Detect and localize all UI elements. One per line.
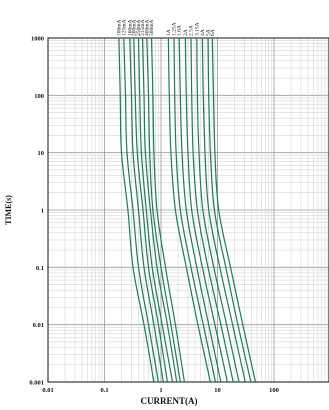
- curve-label-500ma: 500mA: [149, 19, 155, 36]
- y-tick-label: 100: [34, 93, 44, 100]
- curve-label-250ma: 250mA: [136, 19, 142, 36]
- x-tick-label: 100: [269, 387, 279, 394]
- curve-1-25a: [173, 37, 217, 383]
- curve-label-200ma: 200mA: [131, 19, 137, 36]
- curve-series: [118, 37, 257, 383]
- curve-6a: [211, 37, 257, 383]
- y-tick-label: 0.1: [36, 265, 44, 272]
- y-tick-label: 0.01: [33, 322, 44, 329]
- curve-label-4a: 4A: [200, 29, 206, 36]
- curve-160ma: [129, 37, 164, 383]
- y-tick-labels: 0.001 0.01 0.1 1 10 100 1000: [29, 36, 44, 387]
- y-tick-label: 10: [38, 150, 45, 157]
- chart-grid: [47, 38, 329, 383]
- x-tick-label: 10: [214, 387, 221, 394]
- y-tick-label: 1000: [31, 36, 44, 43]
- curve-200ma: [133, 37, 168, 383]
- curve-label-125ma: 125mA: [121, 19, 127, 36]
- curve-5a: [207, 37, 252, 383]
- curve-label-100ma: 100mA: [116, 19, 122, 36]
- curve-label-5a: 5A: [206, 29, 212, 36]
- curve-400ma: [146, 37, 181, 383]
- curve-label-1a: 1A: [166, 29, 172, 36]
- curve-label-2a: 2A: [183, 29, 189, 36]
- curve-label-2-5a: 2.5A: [189, 25, 195, 36]
- curve-label-315ma: 315mA: [140, 19, 146, 36]
- curve-500ma: [150, 37, 185, 383]
- curve-2a: [184, 37, 228, 383]
- curve-label-1-25a: 1.25A: [172, 22, 178, 36]
- curve-125ma: [123, 37, 159, 383]
- x-axis-label: CURRENT(A): [141, 396, 198, 406]
- y-tick-label: 1: [41, 208, 44, 215]
- y-tick-label: 0.001: [29, 380, 44, 387]
- curve-2-5a: [190, 37, 234, 383]
- curve-3-15a: [196, 37, 240, 383]
- curve-4a: [201, 37, 246, 383]
- curve-label-6a: 6A: [210, 29, 216, 36]
- curve-100ma: [118, 37, 155, 383]
- curve-1-6a: [178, 37, 222, 383]
- curve-315ma: [141, 37, 178, 383]
- x-tick-labels: 0.01 0.1 1 10 100: [42, 387, 279, 394]
- curve-label-160ma: 160mA: [127, 20, 133, 37]
- curve-250ma: [137, 37, 174, 383]
- x-tick-label: 0.01: [42, 387, 53, 394]
- curve-label-1-6a: 1.6A: [177, 25, 183, 36]
- curve-label-400ma: 400mA: [144, 19, 150, 36]
- plot-frame: [47, 37, 329, 383]
- curve-1a: [167, 37, 211, 383]
- x-tick-label: 1: [159, 387, 162, 394]
- x-tick-label: 0.1: [100, 387, 108, 394]
- curve-label-3-15a: 3.15A: [194, 22, 200, 36]
- y-axis-label: TIME(s): [4, 195, 13, 225]
